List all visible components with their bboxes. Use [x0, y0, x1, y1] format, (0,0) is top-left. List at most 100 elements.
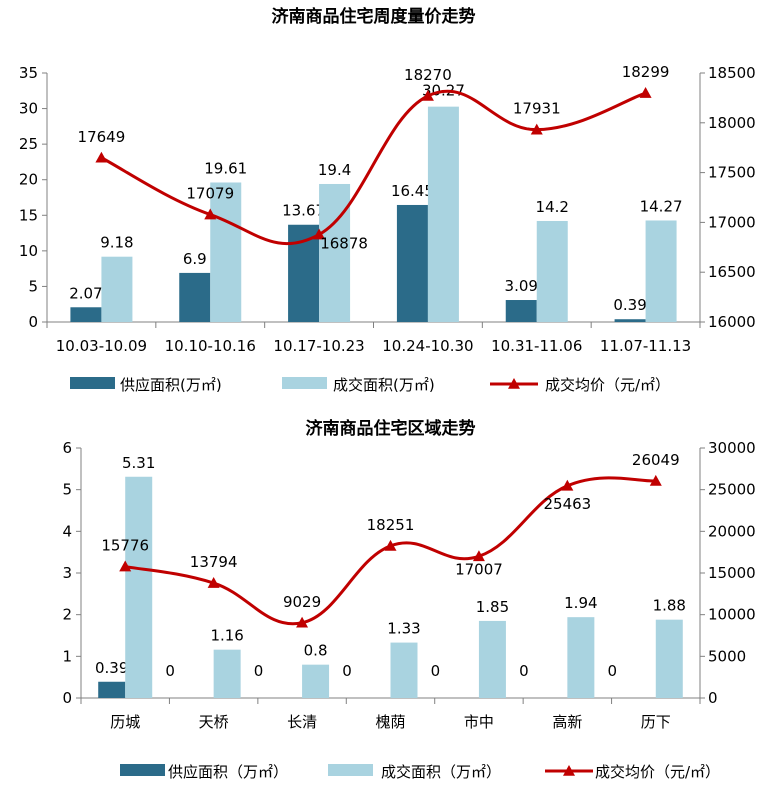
right-tick-label: 5000: [708, 647, 746, 665]
left-tick-label: 20: [19, 171, 38, 189]
price-marker: [561, 479, 574, 491]
right-tick-label: 25000: [708, 481, 756, 499]
right-tick-label: 18000: [708, 114, 756, 132]
price-marker: [384, 539, 397, 551]
transaction-bar: [536, 220, 568, 322]
transaction-bar-label: 0.8: [304, 642, 328, 660]
left-tick-label: 30: [19, 100, 38, 118]
transaction-bar-label: 14.2: [536, 198, 569, 216]
price-marker: [472, 550, 485, 562]
left-tick-label: 25: [19, 135, 38, 153]
price-label: 16878: [320, 235, 368, 253]
left-tick-label: 15: [19, 206, 38, 224]
left-tick-label: 4: [62, 522, 72, 540]
supply-bar-label: 0: [431, 662, 441, 680]
transaction-bar: [427, 106, 459, 322]
left-tick-label: 5: [62, 481, 72, 499]
supply-bar-label: 0: [608, 662, 618, 680]
price-marker: [207, 577, 220, 588]
legend-swatch: [120, 764, 165, 776]
left-tick-label: 0: [62, 689, 72, 707]
supply-bar: [98, 681, 126, 698]
price-label: 18299: [622, 63, 670, 81]
price-marker: [296, 616, 309, 628]
transaction-bar: [390, 642, 418, 698]
transaction-bar-label: 1.16: [210, 627, 243, 645]
category-label: 历城: [110, 713, 140, 731]
category-label: 10.03-10.09: [56, 337, 147, 355]
legend-label: 供应面积（万㎡）: [168, 763, 288, 781]
category-label: 11.07-11.13: [600, 337, 691, 355]
price-marker: [649, 474, 662, 486]
supply-bar-label: 0: [519, 662, 529, 680]
transaction-bar: [125, 476, 153, 698]
price-line: [100, 89, 647, 246]
legend-swatch: [282, 377, 327, 389]
supply-bar: [70, 307, 102, 322]
right-tick-label: 16000: [708, 313, 756, 331]
left-tick-label: 3: [62, 564, 72, 582]
category-label: 10.31-11.06: [491, 337, 582, 355]
legend-swatch: [328, 764, 373, 776]
category-label: 10.17-10.23: [273, 337, 364, 355]
left-tick-label: 0: [28, 313, 38, 331]
legend-swatch: [70, 377, 115, 389]
transaction-bar-label: 1.33: [387, 620, 420, 638]
transaction-bar: [302, 664, 330, 698]
category-label: 天桥: [199, 713, 229, 731]
category-label: 槐荫: [375, 713, 405, 731]
left-tick-label: 1: [62, 647, 72, 665]
transaction-bar: [478, 620, 506, 698]
supply-bar-label: 0.39: [95, 659, 128, 677]
right-tick-label: 10000: [708, 606, 756, 624]
right-tick-label: 20000: [708, 522, 756, 540]
price-label: 18251: [367, 516, 415, 534]
supply-bar: [396, 204, 428, 322]
right-tick-label: 0: [708, 689, 718, 707]
transaction-bar-label: 19.4: [318, 161, 351, 179]
price-marker: [421, 89, 434, 101]
supply-bar: [614, 319, 646, 322]
supply-bar-label: 0.39: [613, 296, 646, 314]
category-label: 10.10-10.16: [165, 337, 256, 355]
supply-bar-label: 6.9: [183, 250, 207, 268]
transaction-bar: [210, 182, 242, 322]
price-label: 13794: [190, 553, 238, 571]
left-tick-label: 35: [19, 64, 38, 82]
legend-label: 成交面积（万㎡）: [381, 763, 501, 781]
legend-label: 成交面积(万㎡): [333, 376, 435, 394]
transaction-bar: [645, 220, 677, 322]
supply-bar-label: 13.67: [282, 202, 325, 220]
price-label: 25463: [543, 495, 591, 513]
price-label: 9029: [283, 593, 321, 611]
right-tick-label: 16500: [708, 263, 756, 281]
supply-bar-label: 16.45: [391, 182, 434, 200]
transaction-bar-label: 5.31: [122, 454, 155, 472]
left-tick-label: 6: [62, 439, 72, 457]
price-marker: [204, 208, 217, 220]
category-label: 历下: [641, 713, 671, 731]
category-label: 高新: [552, 713, 582, 731]
supply-bar-label: 2.07: [69, 284, 102, 302]
left-tick-label: 10: [19, 242, 38, 260]
transaction-bar: [655, 619, 683, 698]
price-marker: [119, 560, 132, 572]
chart-2: 济南商品住宅区域走势 0 1 2 3 4 5 6 0 5000 10000 15000 20000 250…: [62, 418, 755, 781]
legend-label: 成交均价（元/㎡）: [595, 763, 720, 781]
transaction-bar: [567, 617, 595, 698]
chart-title: 济南商品住宅周度量价走势: [272, 6, 476, 27]
right-tick-label: 15000: [708, 564, 756, 582]
category-label: 长清: [287, 713, 317, 731]
supply-bar: [179, 272, 211, 322]
price-label: 17079: [186, 185, 234, 203]
category-label: 市中: [464, 713, 494, 731]
price-label: 15776: [101, 537, 149, 555]
price-label: 17007: [455, 560, 503, 578]
transaction-bar-label: 1.94: [564, 594, 597, 612]
chart-1: 济南商品住宅周度量价走势 0 5 10 15 20 25 30 35 16000 16500 1700…: [19, 6, 756, 394]
transaction-bar: [101, 256, 133, 322]
right-tick-label: 17000: [708, 213, 756, 231]
price-label: 26049: [632, 451, 680, 469]
legend-label: 供应面积(万㎡): [120, 376, 222, 394]
